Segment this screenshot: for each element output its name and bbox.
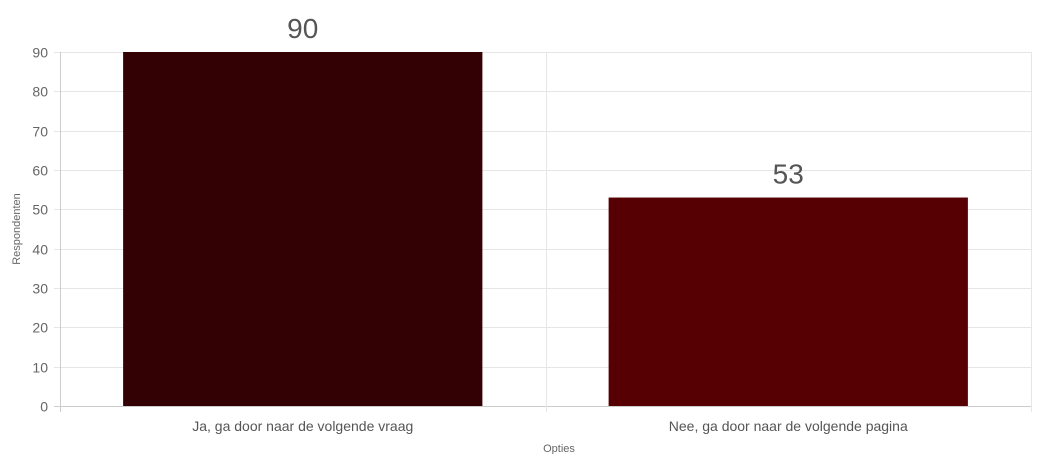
bar: [608, 197, 968, 406]
y-tick-label: 0: [40, 399, 48, 415]
y-tick-label: 70: [32, 124, 48, 140]
y-tick-label: 40: [32, 242, 48, 258]
y-tick-label: 30: [32, 281, 48, 297]
data-labels: 90 53: [287, 13, 804, 190]
x-axis-title: Opties: [543, 443, 575, 454]
y-tick-label: 60: [32, 163, 48, 179]
y-tick-label: 80: [32, 84, 48, 100]
x-axis-categories: Ja, ga door naar de volgende vraag Nee, g…: [192, 418, 908, 434]
y-axis-title: Respondenten: [11, 193, 23, 265]
y-tick-label: 50: [32, 202, 48, 218]
y-tick-label: 10: [32, 360, 48, 376]
bar: [123, 52, 483, 406]
x-category-label: Ja, ga door naar de volgende vraag: [192, 418, 413, 434]
bars: [123, 52, 968, 406]
y-tick-label: 90: [32, 45, 48, 61]
y-axis-ticks: 0 10 20 30 40 50 60 70 80 90: [32, 45, 48, 415]
y-tick-label: 20: [32, 320, 48, 336]
x-category-label: Nee, ga door naar de volgende pagina: [669, 418, 908, 434]
bar-value-label: 90: [287, 13, 318, 44]
bar-value-label: 53: [773, 159, 804, 190]
